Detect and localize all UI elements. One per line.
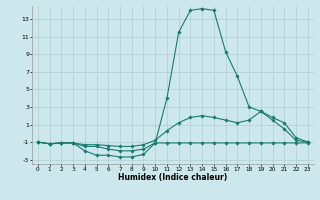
X-axis label: Humidex (Indice chaleur): Humidex (Indice chaleur) — [118, 173, 228, 182]
